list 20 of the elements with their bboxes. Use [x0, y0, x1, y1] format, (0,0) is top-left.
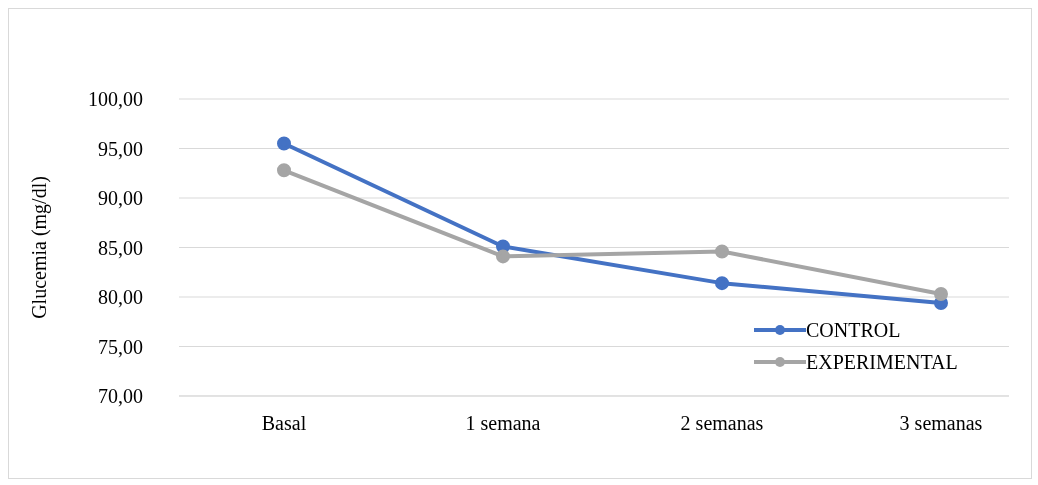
y-axis-title: Glucemia (mg/dl) — [28, 176, 52, 319]
x-tick-label: Basal — [261, 412, 307, 435]
point — [277, 136, 291, 151]
y-tick-label: 80,00 — [98, 286, 143, 309]
point — [715, 244, 729, 259]
legend-label: EXPERIMENTAL — [806, 350, 958, 374]
y-tick-label: 75,00 — [98, 335, 143, 358]
x-tick-label: 3 semanas — [899, 412, 983, 435]
point — [934, 287, 948, 302]
y-tick-label: 90,00 — [98, 187, 143, 210]
point — [715, 276, 729, 291]
x-tick-label: 1 semana — [465, 412, 541, 435]
y-tick-label: 100,00 — [88, 88, 143, 111]
y-tick-label: 85,00 — [98, 236, 143, 259]
x-tick-label: 2 semanas — [680, 412, 764, 435]
y-tick-label: 70,00 — [98, 385, 143, 408]
y-tick-label: 95,00 — [98, 137, 143, 160]
point — [277, 163, 291, 178]
legend-label: CONTROL — [806, 318, 901, 342]
point — [496, 249, 510, 264]
